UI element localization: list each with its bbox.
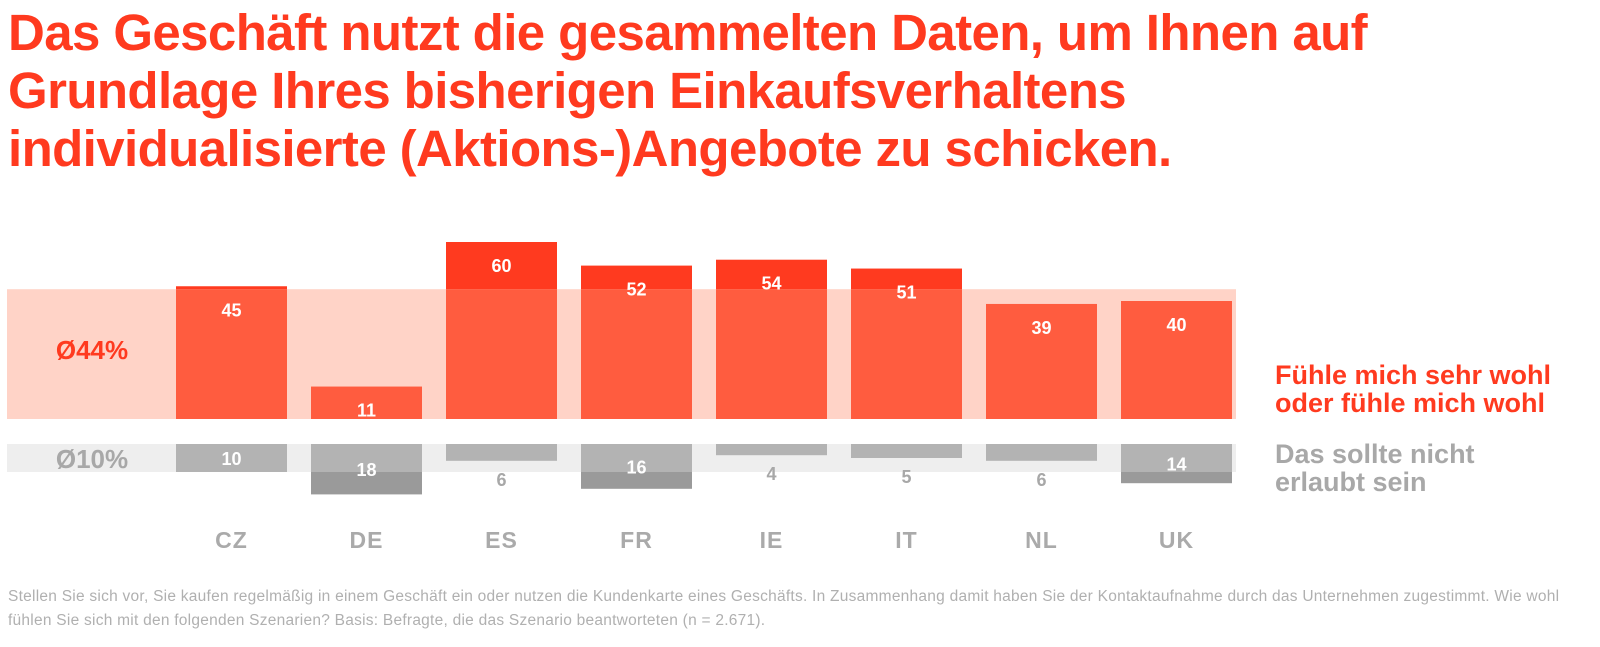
positive-bar-above-average [176,286,287,290]
negative-data-label: 6 [496,470,506,490]
negative-bar [716,444,827,456]
positive-data-label: 51 [896,283,916,303]
negative-bar [446,444,557,461]
negative-bar [1121,444,1232,472]
negative-data-label: 5 [901,467,911,487]
positive-bar [716,289,827,419]
category-label: FR [620,527,653,553]
negative-bar-below-average [581,472,692,489]
negative-bar [986,444,1097,461]
negative-data-label: 14 [1166,455,1186,475]
positive-bar [446,289,557,419]
chart-footnote: Stellen Sie sich vor, Sie kaufen regelmä… [8,588,1560,629]
positive-bar-above-average [581,265,692,290]
negative-data-label: 6 [1036,470,1046,490]
negative-data-label: 10 [221,449,241,469]
positive-data-label: 60 [491,256,511,276]
positive-bar [176,289,287,419]
category-label: IE [760,527,784,553]
positive-data-label: 45 [221,300,241,320]
positive-bar-above-average [446,242,557,290]
positive-data-label: 52 [626,280,646,300]
legend-positive: Fühle mich sehr wohl oder fühle mich wohl [1275,360,1551,418]
legend-negative: Das sollte nicht erlaubt sein [1275,439,1475,497]
bar-chart: Ø44% Ø10% 45 10 CZ 11 18 DE 60 6 ES 52 16 FR 54 4 IE 51 5 I… [7,242,1551,553]
positive-data-label: 40 [1166,315,1186,335]
negative-bar [176,444,287,472]
negative-bar-below-average [311,472,422,495]
positive-data-label: 54 [761,274,781,294]
negative-bar [311,444,422,472]
category-label: NL [1025,527,1058,553]
negative-bar [581,444,692,472]
positive-bar [851,289,962,419]
category-label: DE [350,527,384,553]
positive-bar [311,386,422,419]
negative-data-label: 4 [766,464,776,484]
negative-bar-below-average [1121,472,1232,484]
category-label: CZ [215,527,248,553]
chart-title: Das Geschäft nutzt die gesammelten Daten… [8,4,1368,177]
positive-bar [581,289,692,419]
category-label: IT [895,527,917,553]
positive-data-label: 39 [1031,318,1051,338]
negative-average-label: Ø10% [56,444,128,474]
positive-bar-above-average [716,259,827,290]
positive-average-label: Ø44% [56,335,128,365]
positive-bar [986,303,1097,419]
positive-bar [1121,301,1232,419]
negative-data-label: 16 [626,457,646,477]
positive-data-label: 11 [357,401,376,421]
category-label: UK [1159,527,1194,553]
positive-bar-above-average [851,268,962,290]
negative-data-label: 18 [356,460,376,480]
category-label: ES [485,527,518,553]
negative-bar [851,444,962,458]
